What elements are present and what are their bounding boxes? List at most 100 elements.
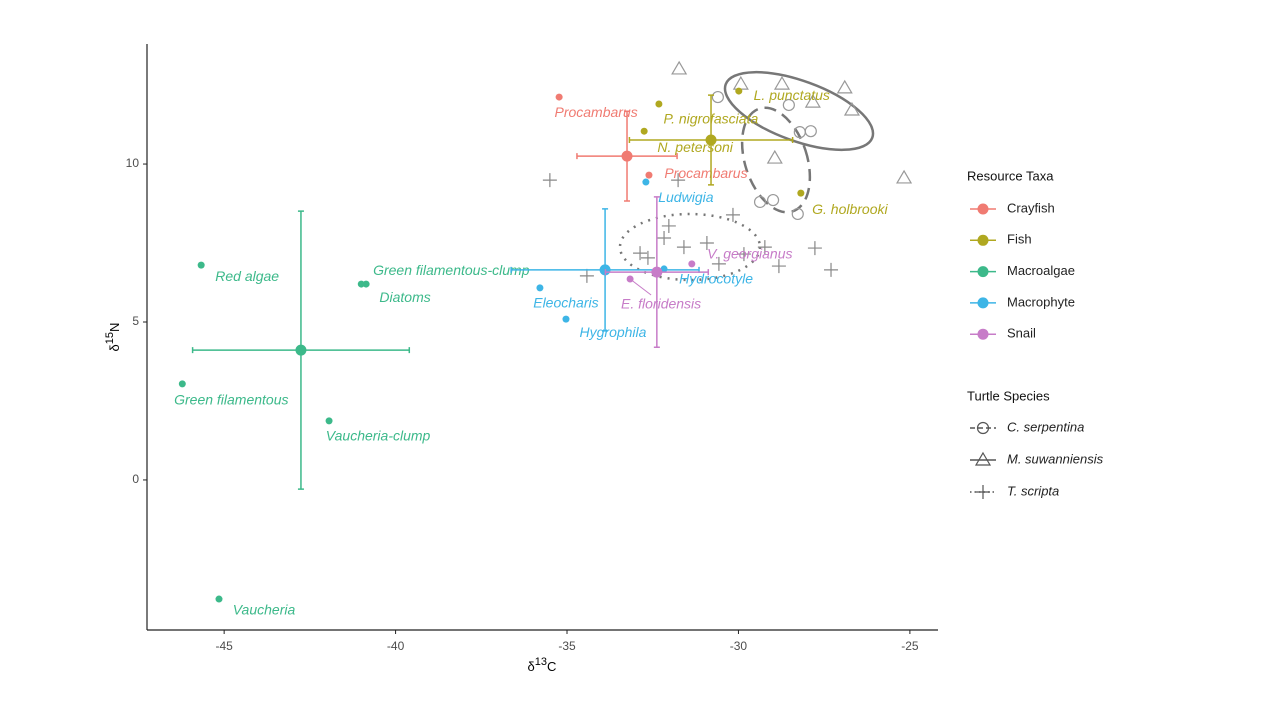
point — [640, 127, 648, 135]
turtle-point — [896, 169, 913, 184]
mean-point — [651, 266, 663, 278]
turtle-point — [824, 262, 839, 277]
point-label: Diatoms — [379, 289, 430, 305]
point — [688, 260, 696, 268]
legend-title: Turtle Species — [967, 388, 1050, 403]
turtle-point — [766, 149, 783, 164]
point — [660, 265, 668, 273]
point-label: Procambarus — [664, 165, 747, 181]
x-axis-label: δ13C — [528, 656, 557, 675]
x-tick-label: -40 — [387, 639, 405, 653]
legend-key — [974, 451, 992, 466]
point — [642, 178, 650, 186]
point — [562, 315, 570, 323]
point-label: Vaucheria — [233, 602, 296, 618]
legend-label: Snail — [1007, 326, 1036, 341]
point-label: Green filamentous — [174, 392, 288, 408]
mean-point — [621, 150, 633, 162]
legend-label: Macrophyte — [1007, 294, 1075, 309]
point-label: G. holbrooki — [812, 201, 888, 217]
legend-title: Resource Taxa — [967, 168, 1054, 183]
point — [325, 417, 333, 425]
turtle-point — [671, 173, 686, 188]
label-leader — [629, 278, 652, 296]
point-label: P. nigrofasciata — [664, 111, 759, 127]
point — [357, 280, 365, 288]
legend-key — [977, 297, 989, 309]
turtle-point — [676, 240, 691, 255]
turtle-point — [843, 101, 860, 116]
point — [215, 595, 223, 603]
y-tick-label: 5 — [132, 314, 139, 328]
point-label: V. georgianus — [707, 246, 792, 262]
point — [626, 275, 634, 283]
x-tick-label: -25 — [901, 639, 919, 653]
y-label-part: N — [107, 323, 122, 332]
point — [735, 87, 743, 95]
turtle-point — [725, 207, 740, 222]
turtle-point — [771, 259, 786, 274]
point — [797, 189, 805, 197]
turtle-point — [657, 230, 672, 245]
point-label: Procambarus — [554, 104, 637, 120]
point-label: Ludwigia — [658, 189, 713, 205]
legend-key — [977, 203, 989, 215]
point-label: Hydrocotyle — [679, 271, 753, 287]
point — [645, 171, 653, 179]
point — [178, 380, 186, 388]
point-label: Eleocharis — [533, 295, 598, 311]
point-label: Green filamentous-clump — [373, 262, 530, 278]
x-label-part: δ — [528, 659, 535, 674]
legend-label: Macroalgae — [1007, 263, 1075, 278]
turtle-point — [836, 79, 853, 94]
turtle-point — [736, 247, 751, 262]
turtle-point — [807, 241, 822, 256]
legend-key — [977, 234, 989, 246]
point-label: Vaucheria-clump — [326, 428, 431, 444]
x-tick-label: -45 — [215, 639, 233, 653]
turtle-point — [579, 268, 594, 283]
ellipse-m-suwanniensis — [723, 70, 875, 152]
y-tick-label: 0 — [132, 472, 139, 486]
y-label-sup: 15 — [104, 332, 116, 344]
turtle-point — [671, 60, 688, 75]
point — [197, 261, 205, 269]
turtle-point — [766, 193, 780, 207]
mean-point — [705, 134, 717, 146]
y-tick-label: 10 — [126, 156, 140, 170]
turtle-point — [804, 125, 817, 138]
point — [655, 100, 663, 108]
turtle-point — [791, 207, 804, 221]
turtle-point — [711, 90, 724, 104]
y-label-part: δ — [107, 344, 122, 351]
turtle-point — [699, 236, 714, 251]
legend-label: Fish — [1007, 232, 1032, 247]
turtle-point — [661, 218, 676, 233]
legend-key — [976, 421, 990, 435]
turtle-point — [640, 250, 655, 265]
turtle-point — [711, 256, 726, 271]
turtle-point — [782, 98, 795, 112]
point-label: Hygrophila — [580, 324, 647, 340]
legend-label: C. serpentina — [1007, 419, 1084, 434]
point-label: E. floridensis — [621, 296, 701, 312]
point — [555, 93, 563, 101]
legend-key — [976, 485, 990, 499]
legend-label: T. scripta — [1007, 483, 1059, 498]
turtle-point — [757, 240, 772, 255]
legend-label: M. suwanniensis — [1007, 451, 1104, 466]
turtle-point — [804, 93, 821, 108]
point — [536, 284, 544, 292]
legend-label: Crayfish — [1007, 200, 1055, 215]
point-label: L. punctatus — [754, 87, 830, 103]
turtle-point — [753, 195, 767, 209]
point — [362, 280, 370, 288]
mean-point — [295, 344, 307, 356]
y-axis-label: δ15N — [104, 323, 123, 352]
turtle-point — [773, 75, 791, 90]
point-label: N. petersoni — [657, 139, 733, 155]
x-tick-label: -30 — [730, 639, 748, 653]
point-label: Red algae — [215, 268, 279, 284]
